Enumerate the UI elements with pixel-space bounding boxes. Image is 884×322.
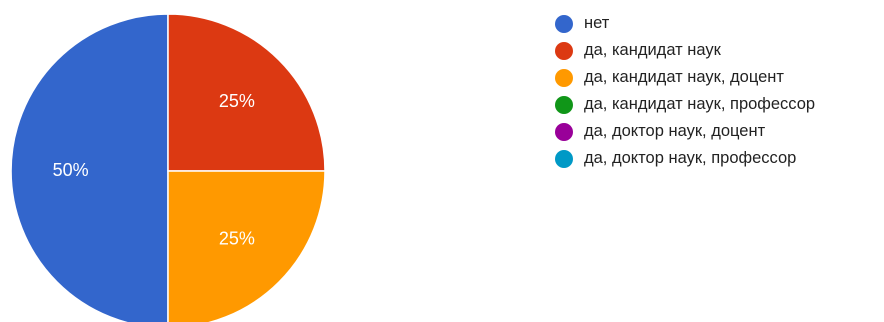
legend-item[interactable]: да, доктор наук, профессор: [555, 145, 815, 172]
legend-label: нет: [584, 14, 610, 32]
pie-value-labels: 50% 25% 25%: [53, 91, 255, 249]
legend-item[interactable]: да, кандидат наук, доцент: [555, 64, 815, 91]
legend-label: да, кандидат наук, доцент: [584, 68, 784, 86]
slice-value-label: 50%: [53, 160, 89, 180]
legend-label: да, кандидат наук: [584, 41, 721, 59]
legend-swatch: [555, 95, 573, 114]
legend-item[interactable]: да, кандидат наук: [555, 37, 815, 64]
legend-swatch: [555, 41, 573, 60]
slice-value-label: 25%: [219, 91, 255, 111]
pie-slice[interactable]: [167, 170, 326, 322]
pie-slices: [10, 13, 326, 322]
pie-slice[interactable]: [10, 13, 169, 322]
legend-label: да, кандидат наук, профессор: [584, 95, 816, 113]
legend-label: да, доктор наук, доцент: [584, 122, 766, 140]
legend-item[interactable]: да, кандидат наук, профессор: [555, 91, 815, 118]
slice-value-label: 25%: [219, 229, 255, 249]
legend: нет да, кандидат наук да, кандидат наук,…: [555, 10, 815, 172]
legend-swatch: [555, 122, 573, 141]
legend-item[interactable]: да, доктор наук, доцент: [555, 118, 815, 145]
legend-item[interactable]: нет: [555, 10, 815, 37]
pie-slice[interactable]: [167, 13, 326, 172]
legend-swatch: [555, 149, 573, 168]
legend-swatch: [555, 14, 573, 33]
pie-plot-area: 50% 25% 25%: [10, 13, 326, 322]
legend-swatch: [555, 68, 573, 87]
legend-label: да, доктор наук, профессор: [584, 149, 797, 167]
